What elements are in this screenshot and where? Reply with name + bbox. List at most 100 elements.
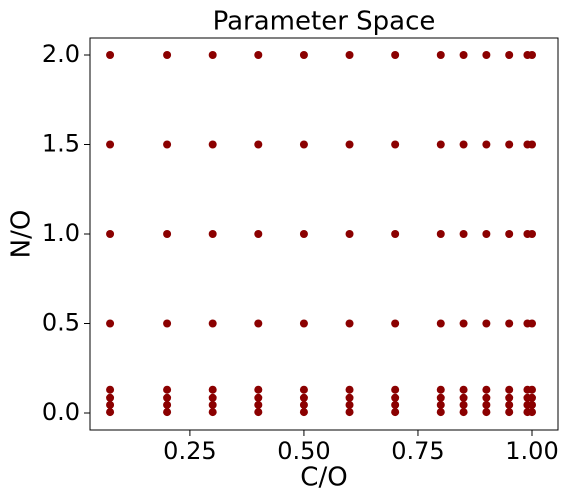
y-tick-label: 0.5 bbox=[42, 308, 80, 336]
point bbox=[254, 400, 263, 409]
point bbox=[345, 140, 354, 149]
point bbox=[345, 393, 354, 402]
point bbox=[436, 230, 445, 238]
point bbox=[391, 400, 400, 409]
point bbox=[345, 385, 354, 394]
x-axis-label: C/O bbox=[300, 463, 347, 493]
point bbox=[106, 408, 115, 417]
point bbox=[505, 400, 514, 409]
point bbox=[345, 230, 354, 238]
point bbox=[528, 140, 536, 149]
point bbox=[106, 385, 115, 394]
point bbox=[436, 400, 445, 409]
point bbox=[254, 408, 263, 417]
point bbox=[254, 319, 263, 328]
point bbox=[505, 393, 514, 402]
point bbox=[299, 408, 308, 417]
point bbox=[299, 319, 308, 328]
point bbox=[528, 400, 536, 409]
point bbox=[208, 393, 217, 402]
x-tick-label: 0.25 bbox=[163, 437, 216, 465]
point bbox=[482, 385, 491, 394]
point bbox=[299, 230, 308, 238]
point bbox=[299, 385, 308, 394]
point bbox=[459, 140, 468, 149]
y-axis-label: N/O bbox=[7, 210, 37, 259]
point bbox=[505, 230, 514, 238]
point bbox=[208, 385, 217, 394]
point bbox=[345, 408, 354, 417]
y-tick-label: 0.0 bbox=[42, 398, 80, 426]
point bbox=[106, 400, 115, 409]
point bbox=[345, 51, 354, 60]
chart-title: Parameter Space bbox=[213, 7, 436, 37]
point bbox=[528, 408, 536, 417]
point bbox=[482, 393, 491, 402]
point bbox=[482, 319, 491, 328]
point bbox=[254, 393, 263, 402]
point bbox=[163, 408, 172, 417]
point bbox=[505, 408, 514, 417]
point bbox=[391, 319, 400, 328]
point bbox=[505, 319, 514, 328]
point bbox=[436, 385, 445, 394]
point bbox=[528, 319, 536, 328]
point bbox=[436, 140, 445, 149]
y-tick-label: 2.0 bbox=[42, 40, 80, 68]
point bbox=[482, 51, 491, 60]
point bbox=[299, 140, 308, 149]
point bbox=[459, 230, 468, 238]
point bbox=[528, 51, 536, 60]
point bbox=[459, 393, 468, 402]
x-tick-label: 1.00 bbox=[505, 437, 558, 465]
point bbox=[163, 393, 172, 402]
point bbox=[391, 140, 400, 149]
point bbox=[163, 400, 172, 409]
point bbox=[345, 319, 354, 328]
point bbox=[528, 230, 536, 238]
point bbox=[299, 400, 308, 409]
point bbox=[106, 319, 115, 328]
point bbox=[106, 393, 115, 402]
point bbox=[254, 140, 263, 149]
point bbox=[482, 400, 491, 409]
point bbox=[459, 51, 468, 60]
point bbox=[436, 51, 445, 60]
point bbox=[505, 51, 514, 60]
x-tick-label: 0.50 bbox=[277, 437, 330, 465]
point bbox=[208, 140, 217, 149]
point bbox=[436, 319, 445, 328]
point bbox=[459, 319, 468, 328]
point bbox=[345, 400, 354, 409]
point bbox=[106, 230, 115, 238]
point bbox=[459, 385, 468, 394]
point bbox=[482, 140, 491, 149]
point bbox=[163, 51, 172, 60]
point bbox=[459, 408, 468, 417]
point bbox=[299, 393, 308, 402]
point bbox=[254, 51, 263, 60]
point bbox=[208, 230, 217, 238]
point bbox=[254, 230, 263, 238]
point bbox=[163, 385, 172, 394]
point bbox=[391, 230, 400, 238]
point bbox=[163, 230, 172, 238]
point bbox=[482, 408, 491, 417]
point bbox=[208, 408, 217, 417]
point bbox=[391, 408, 400, 417]
point bbox=[299, 51, 308, 60]
x-tick-label: 0.75 bbox=[391, 437, 444, 465]
point bbox=[436, 408, 445, 417]
point bbox=[254, 385, 263, 394]
point bbox=[391, 385, 400, 394]
point bbox=[482, 230, 491, 238]
point bbox=[459, 400, 468, 409]
point bbox=[208, 51, 217, 60]
point bbox=[163, 319, 172, 328]
point bbox=[528, 385, 536, 394]
point bbox=[208, 400, 217, 409]
point bbox=[106, 51, 115, 60]
point bbox=[208, 319, 217, 328]
point bbox=[391, 51, 400, 60]
y-tick-label: 1.5 bbox=[42, 130, 80, 158]
